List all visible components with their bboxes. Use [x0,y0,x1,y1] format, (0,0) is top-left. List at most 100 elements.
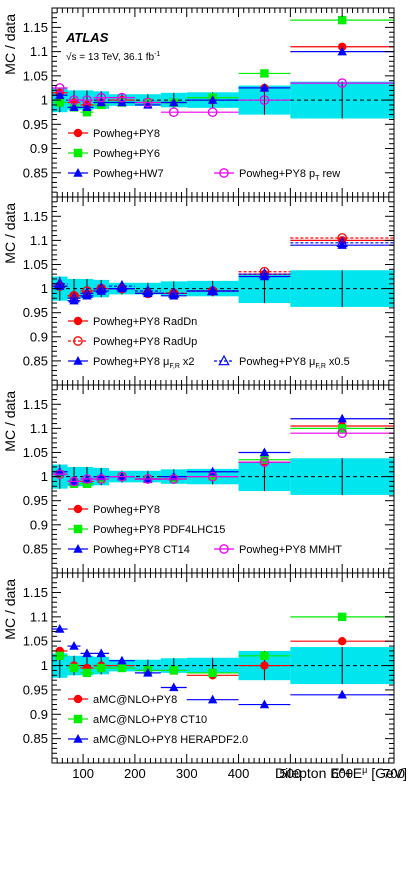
data-point [116,279,128,291]
data-point [207,471,218,482]
plot-area [52,612,394,709]
data-point [69,476,79,486]
data-point [96,92,107,103]
x-tick-label: 100 [72,766,94,781]
data-point [259,95,270,105]
legend-label: Powheg+PY8 [93,504,160,516]
y-tick-label: 1.15 [23,209,48,224]
panel-1: 0.85 0.9 0.95 1 1.05 1.1 1.15 MC / data Powheg+P… [2,7,395,198]
data-point [258,267,271,279]
data-point [169,97,179,107]
y-tick-label: 1.1 [30,421,48,436]
legend-marker [73,504,83,514]
data-point [82,102,92,112]
x-axis-title: Dilepton Ee+Eμ [GeV] [275,765,407,781]
legend-marker [218,354,230,366]
y-tick-label: 1.05 [23,634,48,649]
x-tick-label: 400 [228,766,250,781]
y-tick-label: 1.1 [30,609,48,624]
data-point [117,471,127,482]
plot-area [52,413,394,495]
legend-label: aMC@NLO+PY8 HERAPDF2.0 [93,734,248,746]
legend-label: Powheg+HW7 [93,168,164,180]
data-point [337,15,347,25]
data-point [81,287,93,298]
y-tick-label: 1 [41,93,48,108]
data-point [68,291,80,303]
atlas-label: ATLAS [65,30,109,45]
legend: Powheg+PY8 RadDn Powheg+PY8 RadUp Powheg+P… [68,316,350,370]
data-point [96,471,106,481]
legend-marker [73,168,83,177]
data-point [82,474,92,483]
x-tick-label: 300 [176,766,198,781]
legend-label: Powheg+PY8 RadDn [93,316,197,328]
data-point [208,668,217,678]
y-tick-label: 1.05 [23,257,48,272]
y-tick-label: 1.15 [23,20,48,35]
data-point [69,102,79,112]
data-point [336,236,348,248]
x-tick-label: 500 [280,766,302,781]
y-tick-label: 1.1 [30,44,48,59]
legend: aMC@NLO+PY8 aMC@NLO+PY8 CT10 aMC@NLO+PY8 H… [68,694,248,746]
data-point [69,95,79,105]
data-point [259,699,270,709]
data-point [96,474,107,484]
x-tick-label: 700 [383,766,405,781]
data-point [117,655,127,665]
legend-marker [73,734,83,743]
data-point [82,648,92,658]
series-3 [52,624,394,709]
y-axis-title: MC / data [2,203,18,264]
y-tick-label: 1 [41,281,48,296]
y-tick-label: 0.9 [30,707,48,722]
data-point [69,663,79,673]
data-point [168,107,179,118]
legend-marker [73,544,83,553]
legend-label: Powheg+PY8 CT14 [93,544,190,556]
data-point [143,667,153,677]
data-point [207,95,218,104]
legend-marker [73,356,83,365]
y-axis-title: MC / data [2,579,18,640]
data-point [260,69,269,78]
data-point [82,668,92,678]
data-point [142,284,154,296]
y-tick-label: 0.85 [23,353,48,368]
data-point [206,284,219,296]
data-point [337,46,347,56]
data-point [96,648,106,658]
y-tick-label: 1.15 [23,397,48,412]
data-point [143,474,153,483]
y-axis-title: MC / data [2,391,18,452]
data-point [168,287,180,298]
series-4 [52,236,394,303]
data-point [55,466,65,476]
x-tick-label: 200 [124,766,146,781]
data-point [260,455,269,464]
panel-4: 0.85 0.9 0.95 1 1.05 1.1 1.15 MC / data aMC@NLO+… [2,572,395,764]
y-tick-label: 1 [41,658,48,673]
data-point [117,471,127,481]
panel-3: 0.85 0.9 0.95 1 1.05 1.1 1.15 MC / data Powheg+P… [2,384,395,574]
y-tick-label: 0.9 [30,141,48,156]
data-point [168,474,179,484]
data-point [337,413,347,423]
data-point [95,282,107,293]
legend-marker [73,524,83,534]
data-point [207,694,218,704]
data-point [169,682,179,692]
legend-marker [219,168,229,178]
data-point [55,624,65,633]
x-tick-label: 600 [331,766,353,781]
data-point [82,107,92,117]
panel-2: 0.85 0.9 0.95 1 1.05 1.1 1.15 MC / data Powheg+P… [2,196,395,386]
legend-label: Powheg+PY8 PDF4LHC15 [93,524,225,536]
data-point [337,428,348,439]
legend-label: Powheg+PY8 μF,R x2 [93,356,195,370]
y-axis-title: MC / data [2,14,18,75]
plot-area [52,233,394,307]
data-point [260,661,269,670]
